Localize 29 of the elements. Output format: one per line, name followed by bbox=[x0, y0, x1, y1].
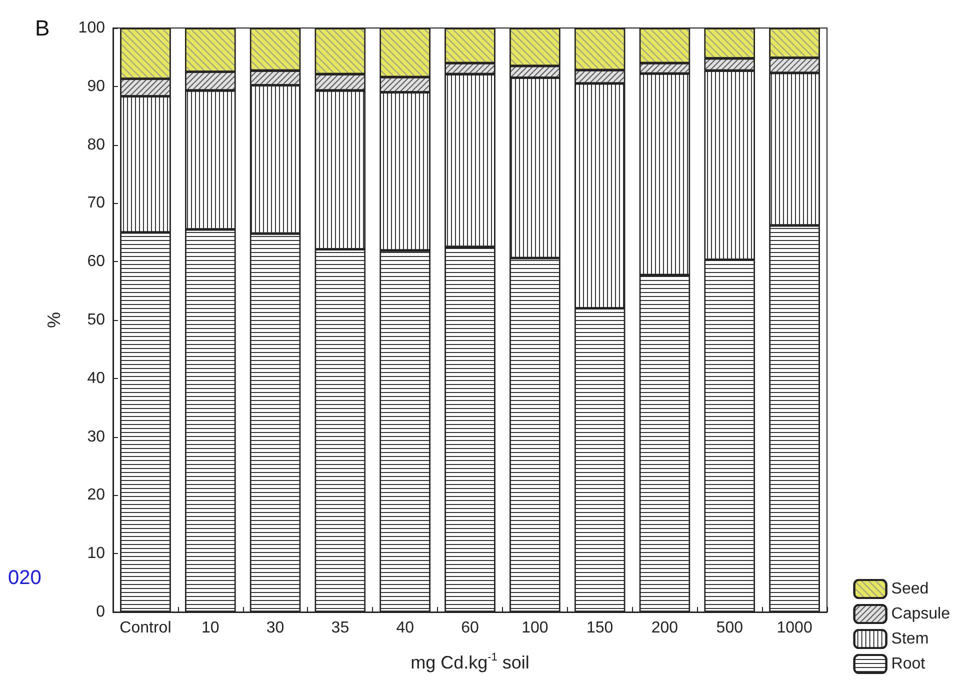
y-tick-label: 100 bbox=[78, 20, 106, 36]
x-tick-label: Control bbox=[120, 620, 172, 636]
x-tick-label: 150 bbox=[586, 620, 614, 636]
y-tick-label: 50 bbox=[87, 312, 106, 328]
chart-title: B bbox=[35, 16, 50, 40]
x-tick-label: 1000 bbox=[776, 620, 812, 636]
y-tick-label: 0 bbox=[96, 604, 106, 620]
y-tick-label: 60 bbox=[87, 253, 106, 270]
x-tick-label: 30 bbox=[266, 620, 284, 636]
y-tick-label: 70 bbox=[87, 194, 106, 212]
y-tick-label: 10 bbox=[87, 545, 106, 562]
y-tick-label: 90 bbox=[87, 78, 106, 95]
legend-label: Stem bbox=[891, 630, 929, 648]
x-tick-label: 500 bbox=[716, 620, 744, 636]
legend-label: Root bbox=[891, 656, 926, 672]
x-tick-label: 100 bbox=[522, 620, 548, 636]
y-tick-label: 30 bbox=[87, 428, 106, 446]
legend-label: Seed bbox=[891, 580, 929, 598]
text: 020 bbox=[8, 567, 42, 589]
y-tick-label: 40 bbox=[87, 370, 106, 387]
y-axis-title: % bbox=[44, 312, 64, 328]
x-tick-label: 10 bbox=[201, 620, 220, 636]
x-tick-label: 200 bbox=[651, 620, 678, 636]
y-tick-label: 20 bbox=[87, 486, 106, 504]
legend-label: Capsule bbox=[891, 606, 950, 622]
x-tick-label: 35 bbox=[331, 620, 350, 636]
x-tick-label: 60 bbox=[461, 620, 479, 636]
y-tick-label: 80 bbox=[87, 136, 106, 154]
x-tick-label: 40 bbox=[396, 620, 414, 636]
